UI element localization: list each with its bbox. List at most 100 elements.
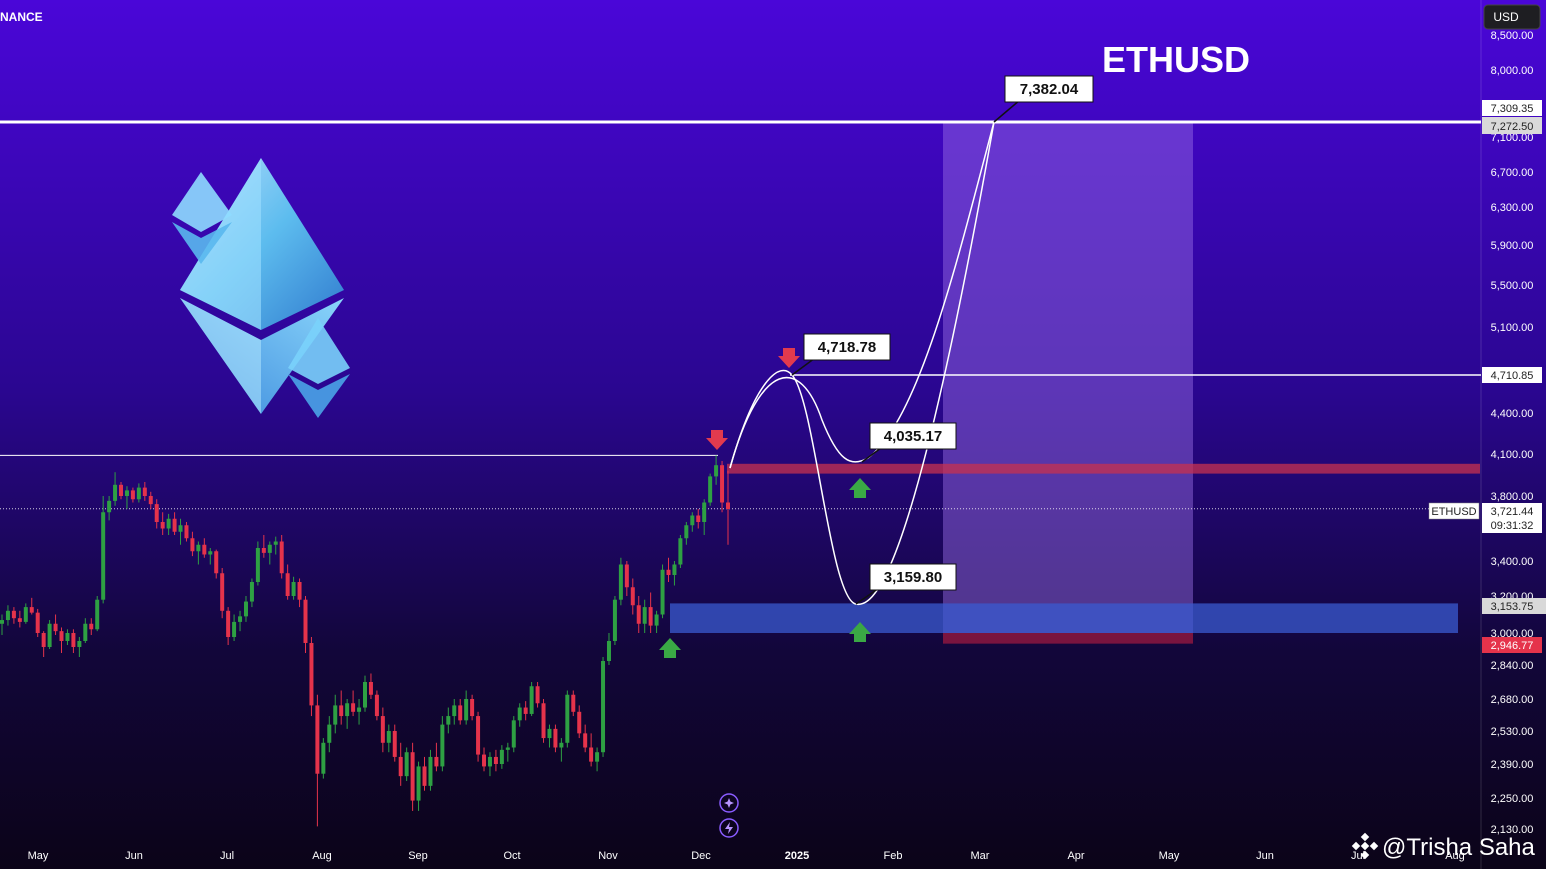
countdown-text: 09:31:32 (1491, 520, 1534, 532)
candle (53, 614, 58, 635)
candle (214, 549, 219, 579)
candle (220, 568, 225, 619)
callout-target-label: 7,382.04 (1020, 81, 1079, 98)
currency-button-label: USD (1493, 10, 1519, 24)
candle (41, 631, 46, 657)
candle (499, 745, 504, 769)
candle (249, 578, 254, 608)
price-flag-4710: 4,710.85 (1482, 367, 1542, 383)
price-tick-label: 2,840.00 (1491, 660, 1534, 672)
time-tick-label: Nov (598, 850, 618, 862)
price-flag-3153: 3,153.75 (1482, 598, 1546, 614)
stop-loss-zone (943, 633, 1193, 644)
candle (368, 673, 373, 699)
candle (464, 690, 469, 725)
candle (178, 518, 183, 545)
candle (541, 699, 546, 743)
candle (208, 548, 213, 565)
candle (571, 690, 576, 717)
price-flag-7272: 7,272.50 (1482, 117, 1542, 134)
time-tick-label: Aug (1445, 850, 1465, 862)
candle (547, 724, 552, 748)
candle (267, 541, 272, 565)
candle (583, 724, 588, 753)
candle (357, 699, 362, 725)
price-tick-label: 8,500.00 (1491, 30, 1534, 42)
candle (702, 499, 707, 535)
callout-target: 7,382.04 (993, 75, 1094, 123)
candle (416, 761, 421, 811)
time-tick-label: Jun (125, 850, 143, 862)
candle (148, 491, 153, 509)
candle (142, 482, 147, 501)
time-tick-label: Feb (884, 850, 903, 862)
time-tick-label: May (1159, 850, 1180, 862)
candle (380, 707, 385, 753)
candle (196, 541, 201, 565)
watermark-text: @Trisha Saha (1382, 834, 1536, 861)
candle (243, 596, 248, 622)
price-tick-label: 5,500.00 (1491, 280, 1534, 292)
time-tick-label: Jul (1351, 850, 1365, 862)
candle (624, 561, 629, 596)
candle (273, 536, 278, 555)
callout-high: 4,718.78 (791, 333, 891, 376)
candle (119, 482, 124, 500)
arrow-down-icon (778, 348, 800, 368)
candle (470, 694, 475, 721)
currency-button[interactable]: USD (1483, 4, 1541, 30)
candle (232, 614, 237, 641)
candle (696, 509, 701, 529)
candle (559, 738, 564, 762)
candle (309, 637, 314, 717)
candle (482, 747, 487, 772)
candle (440, 716, 445, 772)
callout-low: 3,159.80 (855, 563, 957, 605)
price-flag-7272-text: 7,272.50 (1491, 121, 1534, 133)
symbol-flag: ETHUSD (1428, 502, 1480, 520)
price-tick-label: 8,000.00 (1491, 65, 1534, 77)
candle (11, 607, 16, 624)
candle (363, 675, 367, 712)
candle (374, 690, 379, 721)
price-flag-7309-text: 7,309.35 (1491, 103, 1534, 115)
candle (333, 694, 338, 734)
lightning-icon[interactable] (719, 818, 739, 838)
time-tick-label: Jul (220, 850, 234, 862)
support-zone (670, 603, 1458, 633)
symbol-flag-text: ETHUSD (1431, 506, 1476, 518)
exchange-label: NANCE (0, 10, 43, 24)
candle (65, 629, 70, 645)
candle (345, 699, 350, 729)
time-axis[interactable]: May Jun Jul Aug Sep Oct Nov Dec 2025 Feb Mar Apr May… (28, 850, 1465, 862)
candle (606, 633, 611, 665)
candle (130, 487, 135, 503)
candle (648, 592, 653, 633)
price-tick-label: 5,900.00 (1491, 240, 1534, 252)
candle (452, 699, 457, 725)
candle (71, 629, 76, 653)
candle (327, 716, 332, 753)
candle (351, 690, 356, 717)
price-axis[interactable]: 8,500.00 8,000.00 7,100.00 6,700.00 6,300.00… (1491, 30, 1534, 836)
time-tick-label: Mar (971, 850, 990, 862)
candle (124, 486, 129, 509)
candle (261, 535, 266, 558)
candle (398, 742, 403, 786)
candle (636, 596, 641, 633)
candle (321, 738, 326, 779)
compass-icon[interactable] (719, 793, 739, 813)
time-tick-label: 2025 (785, 850, 809, 862)
candle (535, 682, 540, 708)
candle (166, 513, 171, 535)
callout-high-label: 4,718.78 (818, 339, 876, 356)
time-tick-label: Sep (408, 850, 428, 862)
projection-path-a (729, 121, 995, 469)
candle (726, 470, 730, 545)
price-tick-label: 6,300.00 (1491, 202, 1534, 214)
projection-path-b (729, 121, 995, 606)
time-tick-label: Apr (1067, 850, 1084, 862)
